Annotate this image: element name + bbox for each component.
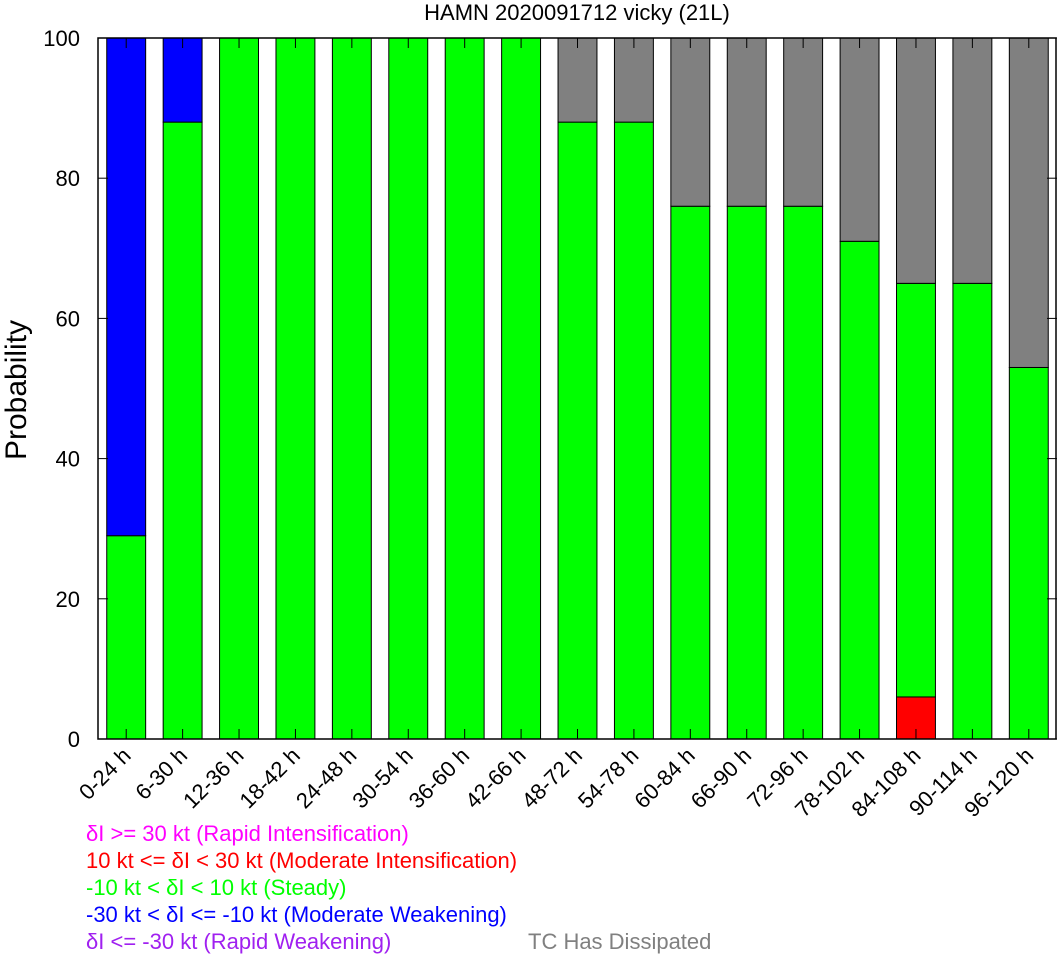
bar-segment [501,37,542,740]
legend-rapid-intensification: δI >= 30 kt (Rapid Intensification) [86,821,409,846]
y-tick-label: 40 [56,447,80,472]
bar-segment [839,37,880,242]
bar-segment [106,535,147,740]
x-tick-label: 30-54 h [347,743,417,813]
bars-group [106,37,1049,740]
bar-segment [726,37,767,207]
bar-segment [106,37,147,537]
bar-segment [839,240,880,740]
bar-segment [783,37,824,207]
legend-rapid-weakening: δI <= -30 kt (Rapid Weakening) [86,929,392,954]
y-tick-label: 20 [56,587,80,612]
bar-segment [896,37,936,284]
bar-segment [613,121,654,740]
bar-segment [613,37,654,123]
bar-segment [952,37,993,284]
bar-segment [219,37,259,740]
bar-segment [444,37,485,740]
bar-segment [896,282,936,698]
y-tick-label: 80 [56,166,80,191]
bar-segment [1008,366,1049,740]
x-tick-label: 24-48 h [291,743,361,813]
x-tick-label: 18-42 h [234,743,304,813]
bar-segment [275,37,316,740]
bar-segment [670,205,711,740]
bar-segment [1008,37,1049,368]
x-tick-label: 60-84 h [629,743,699,813]
bar-segment [557,37,598,123]
x-tick-label: 12-36 h [178,743,248,813]
legend-steady: -10 kt < δI < 10 kt (Steady) [86,875,347,900]
chart-title: HAMN 2020091712 vicky (21L) [424,0,730,25]
y-tick-label: 60 [56,306,80,331]
bar-segment [783,205,824,740]
plot-frame [97,37,1057,740]
bar-segment [557,121,598,740]
y-axis-label: Probability [0,320,33,460]
bar-segment [670,37,711,207]
x-tick-label: 0-24 h [74,743,136,805]
y-tick-label: 0 [68,727,80,752]
x-tick-label: 36-60 h [404,743,474,813]
bar-segment [331,37,372,740]
legend-tc-dissipated: TC Has Dissipated [528,929,712,954]
bar-segment [726,205,767,740]
x-tick-label: 54-78 h [573,743,643,813]
legend-moderate-weakening: -30 kt < δI <= -10 kt (Moderate Weakenin… [86,902,507,927]
x-tick-label: 48-72 h [517,743,587,813]
x-tick-label: 66-90 h [686,743,756,813]
y-tick-label: 100 [43,26,80,51]
bar-segment [162,37,203,123]
legend-moderate-intensification: 10 kt <= δI < 30 kt (Moderate Intensific… [86,848,518,873]
bar-segment [952,282,993,740]
bar-segment [162,121,203,740]
bar-segment [388,37,429,740]
x-tick-label: 42-66 h [460,743,530,813]
